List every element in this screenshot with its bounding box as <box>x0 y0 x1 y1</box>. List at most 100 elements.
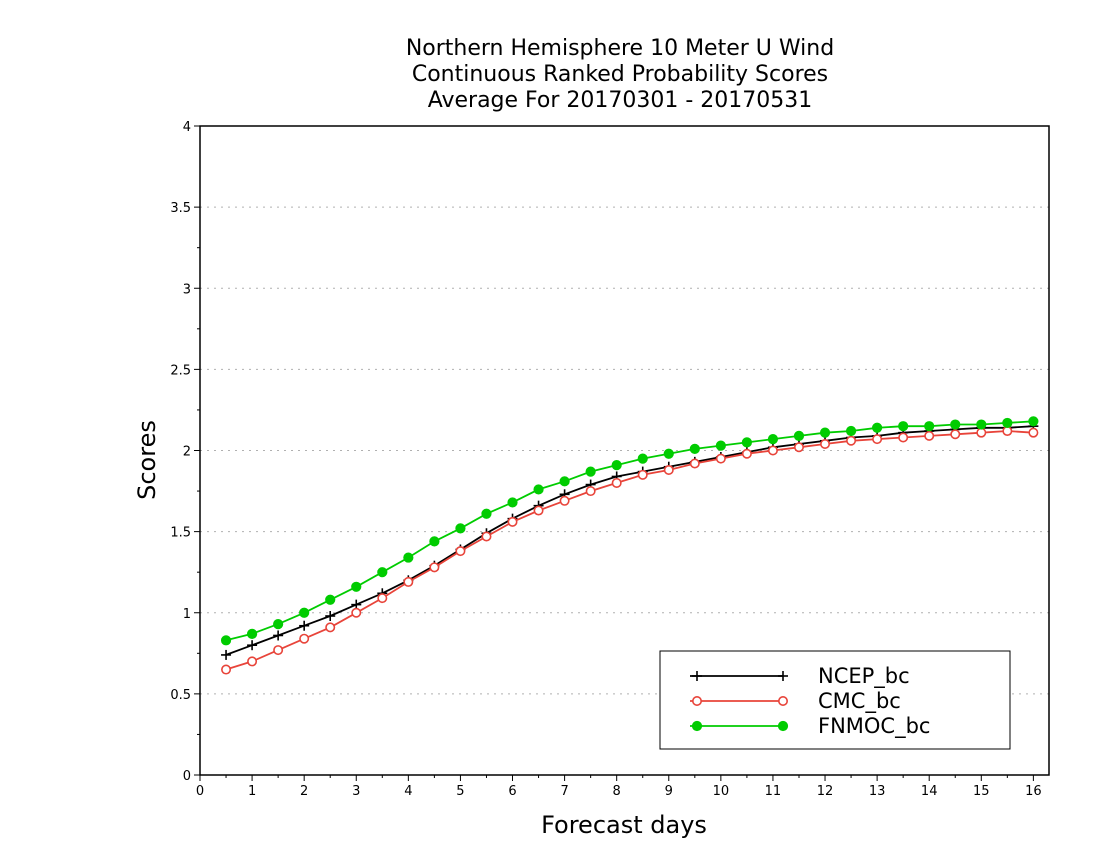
x-tick-label: 7 <box>560 784 568 799</box>
y-tick-label: 2 <box>183 445 191 460</box>
data-point-fnmoc-bc <box>741 437 753 448</box>
legend-marker-fnmoc-bc <box>777 720 789 732</box>
data-point-fnmoc-bc <box>220 635 232 646</box>
data-point-cmc-bc <box>247 656 258 667</box>
data-point-fnmoc-bc <box>377 567 388 578</box>
data-point-cmc-bc <box>325 622 336 633</box>
data-point-fnmoc-bc <box>1002 417 1013 429</box>
y-tick-label: 4 <box>183 120 191 135</box>
data-point-cmc-bc <box>663 464 674 475</box>
y-tick-label: 3 <box>183 282 191 297</box>
data-point-ncep-bc <box>273 630 284 641</box>
y-tick-label: 1.5 <box>170 526 191 541</box>
data-point-fnmoc-bc <box>403 552 414 563</box>
data-point-fnmoc-bc <box>533 484 544 495</box>
data-point-fnmoc-bc <box>1028 416 1039 427</box>
x-axis: 0 1 2 3 4 5 6 7 8 9 10 11 12 13 14 15 16 <box>196 775 1042 799</box>
data-point-fnmoc-bc <box>299 607 310 618</box>
data-point-ncep-bc <box>247 640 258 651</box>
data-point-fnmoc-bc <box>351 581 362 592</box>
series-fnmoc-bc <box>220 416 1039 646</box>
data-point-fnmoc-bc <box>273 619 284 630</box>
legend-marker-ncep-bc <box>778 671 788 681</box>
data-point-fnmoc-bc <box>663 448 674 459</box>
y-axis-label: Scores <box>133 420 161 500</box>
data-point-ncep-bc <box>299 620 310 631</box>
data-point-ncep-bc <box>221 649 232 660</box>
data-point-cmc-bc <box>950 429 961 440</box>
series-line-cmc-bc <box>225 430 1034 671</box>
legend-label-fnmoc: FNMOC_bc <box>818 714 930 739</box>
y-tick-label: 0 <box>183 769 191 784</box>
x-tick-label: 9 <box>665 784 673 799</box>
series-line-fnmoc-bc <box>225 420 1034 642</box>
legend-samples <box>690 671 789 732</box>
data-series <box>220 416 1039 675</box>
y-tick-label: 0.5 <box>170 688 191 703</box>
data-point-cmc-bc <box>455 546 466 557</box>
data-point-cmc-bc <box>793 442 804 453</box>
data-point-cmc-bc <box>273 645 284 656</box>
data-point-cmc-bc <box>611 477 622 488</box>
x-tick-label: 15 <box>973 784 990 799</box>
data-point-cmc-bc <box>377 593 388 604</box>
legend: NCEP_bc CMC_bc FNMOC_bc <box>659 650 1011 750</box>
x-tick-label: 16 <box>1025 784 1042 799</box>
data-point-cmc-bc <box>872 434 883 445</box>
data-point-cmc-bc <box>559 495 570 506</box>
series-line-ncep-bc <box>225 425 1034 656</box>
data-point-fnmoc-bc <box>325 594 336 605</box>
data-point-cmc-bc <box>924 430 935 441</box>
legend-marker-cmc-bc <box>691 695 702 706</box>
x-tick-label: 10 <box>713 784 730 799</box>
legend-box <box>659 650 1011 750</box>
data-point-cmc-bc <box>767 445 778 456</box>
data-point-cmc-bc <box>820 439 831 450</box>
data-point-fnmoc-bc <box>950 419 961 430</box>
data-point-cmc-bc <box>585 486 596 497</box>
data-point-cmc-bc <box>403 576 414 587</box>
data-point-fnmoc-bc <box>898 421 909 432</box>
x-axis-label: Forecast days <box>541 811 707 839</box>
data-point-cmc-bc <box>533 505 544 516</box>
data-point-fnmoc-bc <box>455 523 466 534</box>
series-cmc-bc <box>221 426 1039 675</box>
data-point-fnmoc-bc <box>611 460 622 471</box>
x-tick-label: 11 <box>765 784 782 799</box>
data-point-cmc-bc <box>221 664 232 675</box>
data-point-fnmoc-bc <box>689 443 700 454</box>
chart-title-line-2: Continuous Ranked Probability Scores <box>411 62 829 87</box>
data-point-cmc-bc <box>429 562 440 573</box>
data-point-fnmoc-bc <box>924 421 935 432</box>
data-point-cmc-bc <box>715 453 726 464</box>
data-point-cmc-bc <box>481 531 492 542</box>
data-point-fnmoc-bc <box>872 422 883 433</box>
y-axis: 0 0.5 1 1.5 2 2.5 3 3.5 4 <box>170 120 200 784</box>
data-point-fnmoc-bc <box>559 476 570 487</box>
legend-marker-fnmoc-bc <box>691 720 703 732</box>
legend-marker-cmc-bc <box>777 695 788 706</box>
y-tick-label: 2.5 <box>170 363 191 378</box>
x-tick-label: 8 <box>613 784 621 799</box>
x-tick-label: 13 <box>869 784 886 799</box>
data-point-fnmoc-bc <box>246 628 258 639</box>
data-point-fnmoc-bc <box>637 453 648 464</box>
data-point-fnmoc-bc <box>507 497 518 508</box>
x-tick-label: 0 <box>196 784 204 799</box>
data-point-cmc-bc <box>689 458 700 469</box>
x-tick-label: 2 <box>300 784 308 799</box>
chart-title: Northern Hemisphere 10 Meter U Wind Cont… <box>300 36 940 114</box>
legend-label-cmc: CMC_bc <box>818 689 901 714</box>
data-point-cmc-bc <box>1002 426 1013 437</box>
data-point-cmc-bc <box>976 427 987 438</box>
data-point-fnmoc-bc <box>429 536 440 547</box>
data-point-fnmoc-bc <box>715 440 726 451</box>
data-point-cmc-bc <box>507 516 518 527</box>
x-tick-label: 1 <box>248 784 256 799</box>
legend-label-ncep: NCEP_bc <box>818 664 910 689</box>
y-tick-label: 1 <box>183 607 191 622</box>
legend-marker-ncep-bc <box>692 671 702 681</box>
x-tick-label: 6 <box>508 784 516 799</box>
x-tick-label: 4 <box>404 784 412 799</box>
